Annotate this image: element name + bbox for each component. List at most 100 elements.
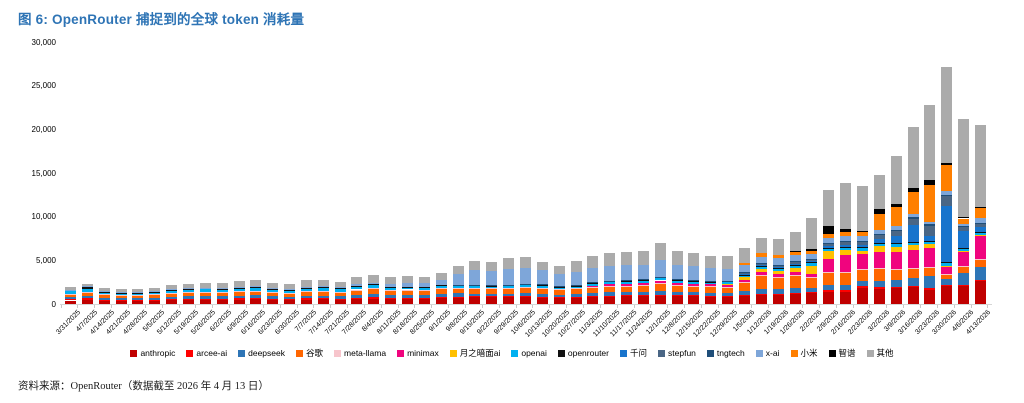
bar-segment-智谱 (958, 217, 970, 219)
bar-segment-openrouter (840, 246, 852, 248)
bar-segment-openai (958, 248, 970, 251)
axis-tick (734, 305, 736, 308)
legend-label: stepfun (668, 348, 696, 358)
bar-segment-stepfun (840, 241, 852, 245)
bar-segment-千问 (806, 261, 818, 263)
bar-segment-openrouter (284, 289, 296, 291)
bar-segment-anthropic (402, 298, 413, 304)
bar-segment-deepseek (199, 296, 211, 299)
bar-segment-deepseek (250, 295, 262, 299)
legend-swatch (130, 350, 138, 357)
bar-segment-deepseek (469, 293, 481, 297)
bar-segment-其他 (789, 232, 801, 251)
bar-segment-x-ai (115, 291, 127, 293)
bar-segment-openai (654, 277, 666, 281)
bar-segment-x-ai (924, 221, 936, 225)
bar-segment-x-ai (385, 284, 397, 287)
bar-segment-谷歌 (806, 277, 818, 288)
legend-label: x-ai (765, 348, 780, 358)
bar-segment-arcee-ai (924, 288, 936, 290)
bar-segment-千问 (873, 239, 885, 243)
bar-segment-stepfun (907, 218, 919, 225)
bar-segment-minimax (688, 283, 700, 286)
bar-segment-anthropic (300, 299, 312, 304)
legend-item-月之暗面ai: 月之暗面ai (449, 349, 500, 358)
bar-segment-arcee-ai (941, 284, 953, 286)
bar-segment-x-ai (300, 286, 312, 288)
bar-segment-deepseek (755, 288, 767, 294)
bar-segment-x-ai (755, 256, 767, 264)
bar-segment-arcee-ai (368, 297, 380, 299)
bar-segment-其他 (65, 286, 76, 290)
bar-segment-deepseek (233, 295, 245, 299)
bar-segment-小米 (924, 184, 936, 222)
bar-segment-x-ai (553, 273, 565, 287)
bar-segment-月之暗面ai (840, 250, 852, 256)
bar-segment-anthropic (553, 298, 565, 304)
bar-segment-x-ai (958, 223, 970, 227)
axis-tick (566, 305, 568, 308)
bar-segment-其他 (368, 275, 380, 283)
bar-segment-谷歌 (334, 292, 346, 297)
bar-segment-openrouter (267, 288, 279, 290)
legend-label: 小米 (800, 348, 818, 358)
bar-segment-千问 (789, 263, 801, 265)
bar-segment-谷歌 (199, 292, 211, 297)
bar-segment-谷歌 (284, 293, 296, 297)
bar-segment-其他 (570, 261, 582, 273)
bar-segment-openrouter (587, 282, 599, 284)
bar-segment-openrouter (317, 287, 329, 288)
bar-segment-openrouter (385, 286, 397, 288)
bar-segment-arcee-ai (233, 298, 245, 300)
bar-segment-其他 (840, 183, 852, 229)
bar-segment-anthropic (772, 294, 784, 304)
axis-tick (852, 305, 854, 308)
bar-segment-anthropic (570, 297, 582, 304)
bar-segment-openai (856, 248, 868, 251)
bar-segment-tngtech (907, 217, 919, 219)
bar-segment-x-ai (536, 270, 548, 285)
bar-segment-谷歌 (65, 293, 76, 297)
bar-segment-其他 (334, 282, 346, 288)
bar-segment-anthropic (789, 294, 801, 304)
bar-segment-deepseek (216, 296, 228, 299)
bar-segment-千问 (974, 226, 986, 232)
bar-segment-arcee-ai (334, 298, 346, 300)
bar-segment-x-ai (98, 291, 110, 292)
bar-segment-x-ai (890, 226, 902, 230)
bar-segment-x-ai (856, 235, 868, 241)
bar-segment-arcee-ai (519, 295, 531, 297)
bar-segment-openrouter (823, 247, 835, 249)
legend-label: tngtech (716, 348, 745, 358)
bar-segment-openai (755, 266, 767, 270)
bar-segment-deepseek (974, 266, 986, 280)
bar-segment-deepseek (772, 288, 784, 294)
legend-swatch (296, 350, 303, 357)
axis-tick (279, 305, 281, 308)
legend-item-tngtech: tngtech (706, 348, 745, 358)
bar-segment-其他 (519, 257, 531, 269)
bar-segment-openai (587, 283, 599, 286)
bar-segment-智谱 (856, 230, 868, 233)
axis-tick (296, 305, 298, 308)
bar-segment-openrouter (772, 267, 784, 269)
bar-segment-anthropic (216, 299, 228, 304)
bar-segment-anthropic (418, 299, 430, 304)
bar-segment-openrouter (486, 285, 498, 287)
bar-segment-arcee-ai (772, 293, 784, 295)
bar-segment-openai (722, 281, 734, 284)
y-axis-label: 15,000 (31, 168, 56, 178)
bar-segment-openrouter (402, 286, 413, 288)
bar-segment-其他 (216, 283, 228, 288)
bar-segment-x-ai (267, 287, 279, 289)
legend-label: meta-llama (344, 348, 387, 358)
bar-segment-小米 (840, 231, 852, 236)
bar-segment-其他 (873, 174, 885, 210)
bar-segment-arcee-ai (654, 294, 666, 296)
bar-segment-openrouter (941, 262, 953, 264)
bar-segment-deepseek (536, 293, 548, 297)
legend-item-anthropic: anthropic (130, 349, 175, 358)
axis-tick (178, 305, 180, 308)
bar-segment-x-ai (503, 269, 515, 286)
